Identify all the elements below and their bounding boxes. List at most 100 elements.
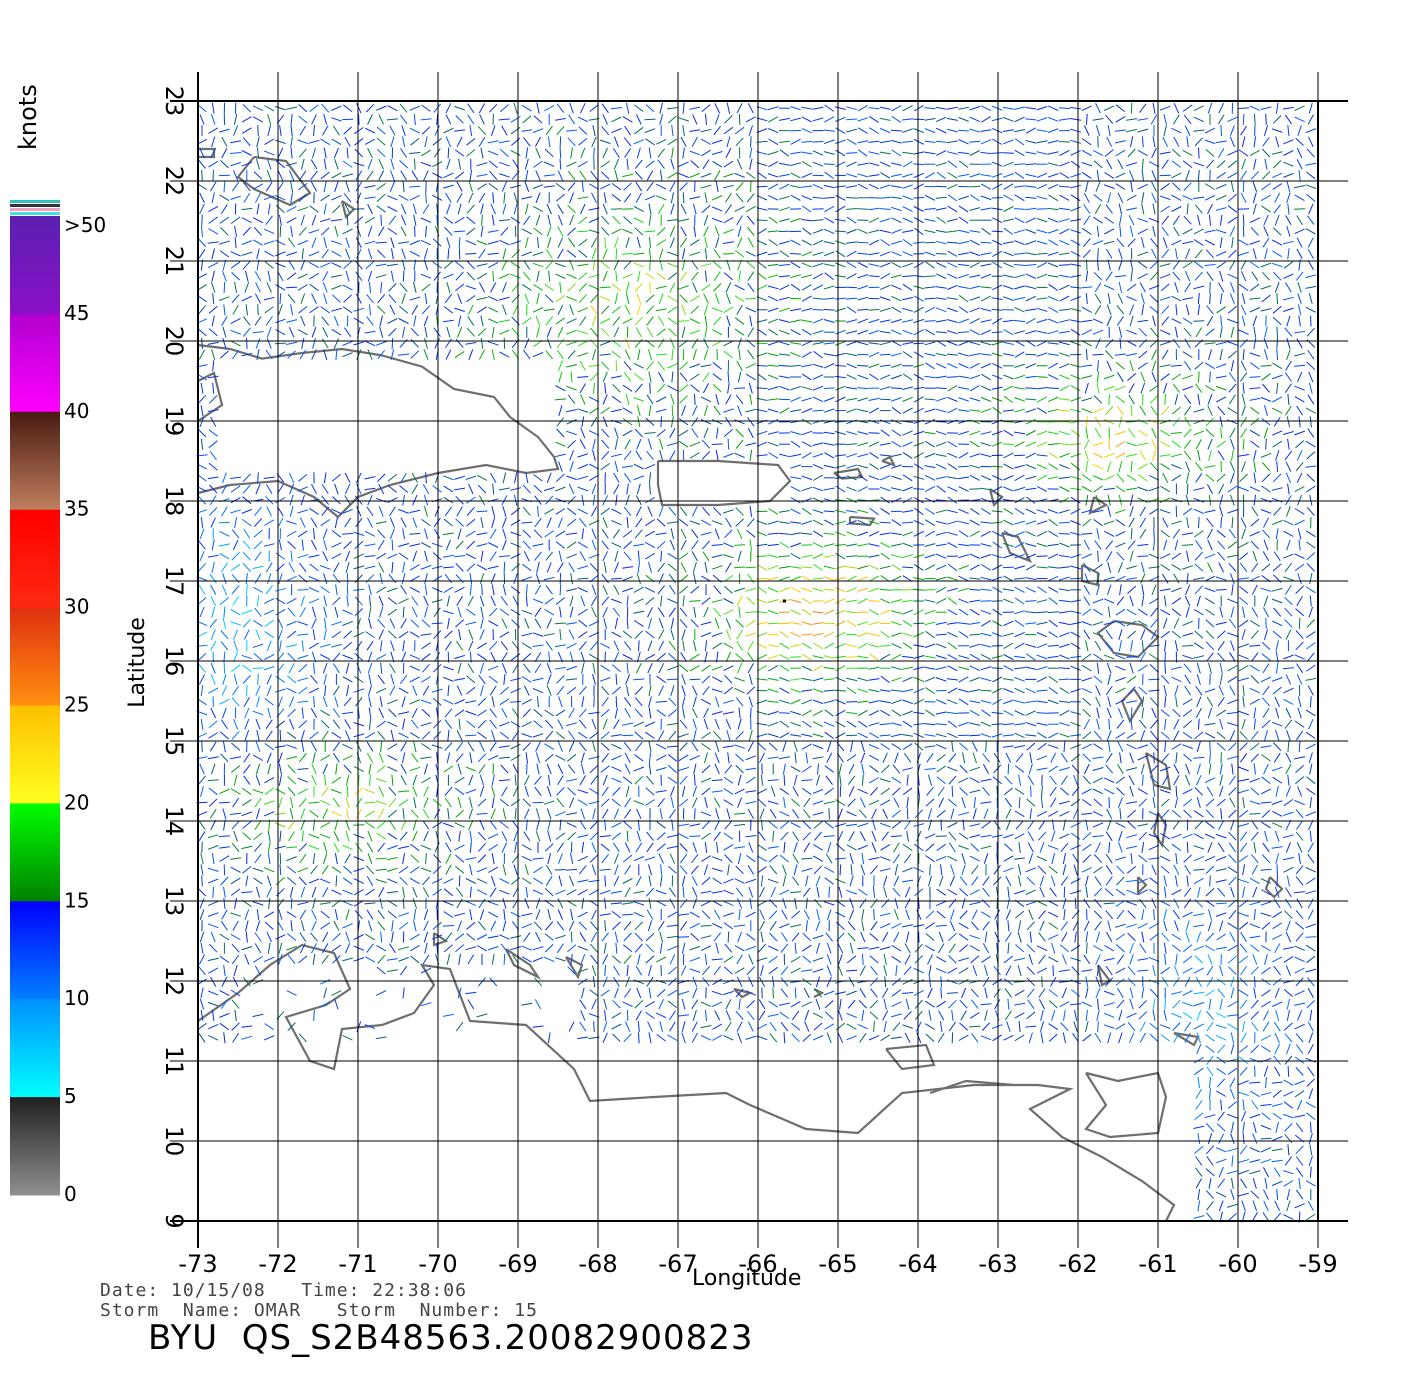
wind-vector [834, 689, 846, 692]
wind-vector [981, 821, 991, 829]
wind-vector [756, 531, 768, 537]
wind-vector [1208, 494, 1212, 506]
wind-vector [1036, 599, 1048, 603]
wind-vector [310, 708, 318, 718]
wind-vector [1137, 744, 1149, 749]
wind-vector [386, 958, 398, 961]
wind-vector [581, 987, 585, 999]
wind-vector [700, 925, 712, 927]
wind-vector [1196, 662, 1201, 674]
wind-vector [1294, 508, 1305, 515]
wind-vector [868, 799, 880, 806]
wind-vector [891, 699, 902, 705]
wind-vector [848, 831, 855, 842]
wind-vector [868, 857, 880, 861]
wind-vector [723, 889, 734, 895]
wind-vector [890, 733, 902, 738]
wind-vector [655, 700, 667, 703]
wind-vector [1047, 543, 1059, 547]
wind-vector [1048, 686, 1058, 695]
wind-vector [335, 875, 338, 887]
wind-vector [1250, 1190, 1260, 1199]
wind-vector [555, 486, 566, 492]
wind-vector [780, 1021, 789, 1032]
wind-vector [924, 666, 936, 670]
wind-vector [658, 629, 665, 640]
wind-vector [702, 506, 710, 516]
wind-vector [1229, 730, 1236, 741]
wind-vector [1261, 1000, 1271, 1008]
wind-vector [1103, 1024, 1115, 1029]
wind-vector [410, 809, 419, 819]
wind-vector [780, 966, 789, 976]
wind-vector [602, 1032, 608, 1044]
wind-vector [443, 496, 454, 504]
wind-vector [768, 955, 778, 964]
wind-vector [554, 666, 566, 670]
wind-vector [635, 506, 642, 517]
wind-vector [244, 909, 250, 920]
wind-vector [334, 483, 339, 495]
wind-vector [477, 642, 487, 650]
wind-vector [492, 483, 495, 495]
wind-vector [1230, 494, 1235, 506]
wind-vector [465, 700, 477, 704]
wind-vector [321, 495, 329, 505]
wind-vector [916, 909, 922, 920]
wind-vector [936, 765, 946, 773]
wind-vector [803, 809, 811, 819]
wind-vector [278, 752, 283, 764]
wind-vector [211, 561, 215, 573]
wind-vector [1184, 976, 1191, 987]
wind-vector [835, 732, 846, 739]
wind-vector [241, 811, 253, 817]
wind-vector [801, 689, 813, 692]
wind-vector [812, 497, 824, 504]
wind-vector [935, 666, 947, 670]
wind-vector [1305, 944, 1316, 952]
wind-vector [412, 886, 418, 898]
wind-vector [1127, 1021, 1136, 1032]
wind-vector [1306, 563, 1315, 572]
wind-vector [1161, 674, 1170, 684]
wind-vector [946, 531, 958, 536]
wind-vector [879, 689, 891, 692]
wind-vector [747, 640, 755, 651]
wind-vector [252, 643, 264, 648]
wind-vector [1172, 977, 1181, 987]
wind-vector [713, 909, 721, 920]
wind-vector [980, 689, 992, 692]
wind-vector [568, 708, 575, 718]
wind-vector [1271, 721, 1283, 727]
wind-vector [712, 922, 723, 929]
wind-vector [1059, 833, 1070, 839]
wind-vector [701, 664, 711, 672]
wind-vector [1153, 528, 1155, 540]
wind-vector [969, 564, 980, 571]
wind-vector [1286, 1189, 1291, 1201]
wind-vector [1241, 528, 1246, 540]
wind-vector [633, 800, 645, 806]
wind-vector [648, 707, 652, 719]
wind-vector [1116, 909, 1125, 920]
wind-vector [402, 853, 406, 865]
wind-vector [489, 887, 497, 898]
wind-vector [1127, 630, 1137, 639]
wind-vector [353, 531, 365, 536]
wind-vector [702, 977, 710, 987]
wind-vector [1126, 889, 1137, 895]
wind-vector [512, 887, 519, 898]
wind-vector [1171, 552, 1182, 560]
wind-vector [611, 631, 622, 638]
wind-vector [289, 808, 294, 820]
legend-tick-label: 30 [64, 595, 89, 619]
wind-vector [746, 686, 756, 695]
wind-vector [1238, 855, 1249, 863]
wind-vector [668, 641, 677, 651]
wind-vector [490, 595, 496, 607]
wind-vector [700, 890, 712, 894]
wind-vector [838, 763, 843, 775]
wind-vector [805, 875, 809, 887]
wind-vector [255, 763, 261, 775]
wind-vector [648, 897, 652, 909]
